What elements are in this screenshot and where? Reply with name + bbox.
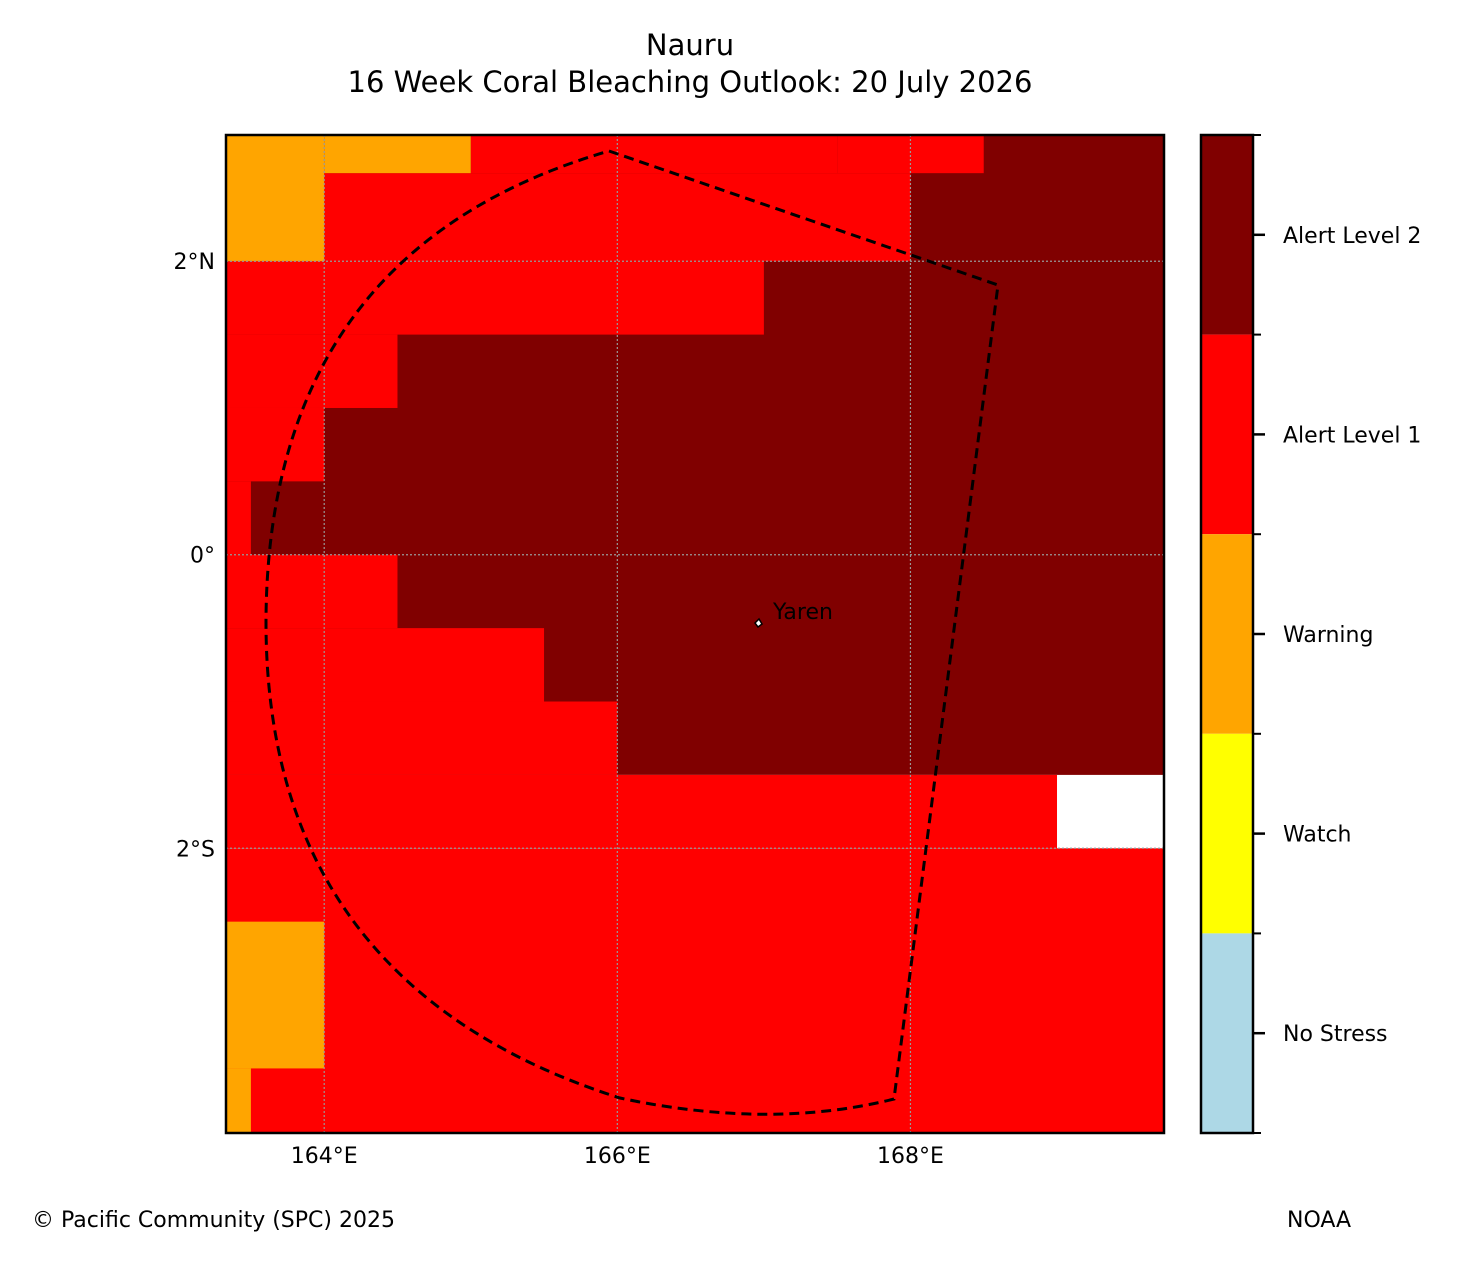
colorbar-swatch-warning xyxy=(1201,534,1253,734)
longitude-tick-labels: 164°E 166°E 168°E xyxy=(291,1144,944,1169)
lon-tick-label: 168°E xyxy=(877,1144,944,1169)
cell-warning-14 xyxy=(324,135,471,174)
gridlines xyxy=(226,135,1164,1133)
cell-alert1-7 xyxy=(226,481,251,555)
lat-tick-label: 2°S xyxy=(176,837,215,862)
yaren-marker: Yaren xyxy=(754,600,833,629)
lon-tick-label: 166°E xyxy=(584,1144,651,1169)
colorbar-label-warning: Warning xyxy=(1283,623,1373,648)
colorbar-label-alert2: Alert Level 2 xyxy=(1283,224,1421,249)
place-label-yaren: Yaren xyxy=(772,600,833,625)
cell-alert1-9 xyxy=(226,628,545,702)
lat-tick-label: 2°N xyxy=(174,250,215,275)
colorbar-label-watch: Watch xyxy=(1283,823,1352,848)
cell-warning-13 xyxy=(226,135,325,262)
cell-alert1-8 xyxy=(226,554,398,629)
colorbar-label-alert1: Alert Level 1 xyxy=(1283,423,1421,448)
cell-warning-16 xyxy=(226,1068,251,1133)
cell-alert1-5 xyxy=(226,334,398,408)
colorbar-swatch-nostress xyxy=(1201,933,1253,1133)
cell-alert1-11 xyxy=(226,774,1058,849)
eez-boundary xyxy=(264,149,1000,1116)
colorbar-label-nostress: No Stress xyxy=(1283,1022,1388,1047)
alert-level-colorbar: Alert Level 2 Alert Level 1 Warning Watch No… xyxy=(1199,133,1421,1135)
map-title: Nauru xyxy=(645,28,735,62)
yaren-island-shape xyxy=(754,617,763,629)
colorbar-swatch-watch xyxy=(1201,733,1253,934)
source-footer: NOAA xyxy=(1287,1208,1352,1233)
alert-level-cells xyxy=(226,135,1164,1133)
cell-alert1-12 xyxy=(226,848,1164,1133)
cell-warning-15 xyxy=(226,921,325,1069)
cell-alert1-2 xyxy=(837,135,984,174)
cell-alert1-1 xyxy=(470,135,838,174)
cell-alert1-10 xyxy=(226,701,618,775)
colorbar-swatch-alert2 xyxy=(1201,135,1253,335)
lat-tick-label: 0° xyxy=(190,544,215,569)
cell-alert1-4 xyxy=(226,261,764,335)
map-frame xyxy=(224,133,1166,1135)
colorbar-swatch-alert1 xyxy=(1201,334,1253,535)
map-subtitle: 16 Week Coral Bleaching Outlook: 20 July… xyxy=(347,65,1033,99)
lon-tick-label: 164°E xyxy=(291,1144,358,1169)
cell-alert1-6 xyxy=(226,407,325,482)
latitude-tick-labels: 2°N 0° 2°S xyxy=(174,250,215,862)
copyright-footer: © Pacific Community (SPC) 2025 xyxy=(32,1208,395,1233)
